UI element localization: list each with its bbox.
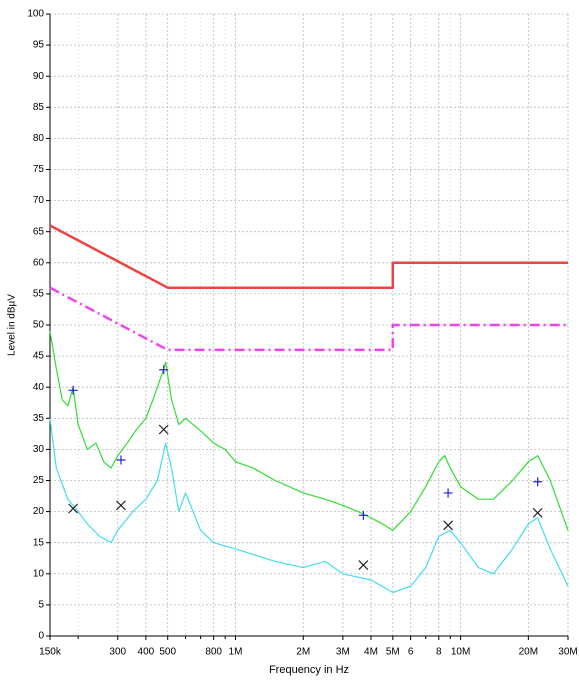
y-tick-label: 80 [33, 133, 45, 144]
y-tick-label: 65 [33, 226, 45, 237]
y-axis-title: Level in dBµV [7, 294, 18, 356]
x-tick-label: 2M [296, 647, 310, 658]
plus-marker [443, 488, 453, 498]
y-tick-label: 10 [33, 568, 45, 579]
cross-marker [532, 507, 543, 518]
y-tick-label: 60 [33, 257, 45, 268]
y-tick-label: 55 [33, 289, 45, 300]
y-tick-label: 15 [33, 537, 45, 548]
plus-marker [116, 455, 126, 465]
x-tick-label: 800 [205, 647, 222, 658]
cross-marker [158, 424, 169, 435]
y-tick-label: 75 [33, 164, 45, 175]
x-tick-label: 5M [386, 647, 400, 658]
x-tick-label: 300 [109, 647, 126, 658]
cross-marker [443, 520, 454, 531]
y-tick-label: 25 [33, 475, 45, 486]
y-tick-label: 20 [33, 506, 45, 517]
x-tick-label: 30M [558, 647, 577, 658]
cross-marker [116, 500, 126, 511]
y-tick-label: 100 [27, 9, 44, 20]
x-tick-label: 1M [229, 647, 243, 658]
plus-marker [358, 510, 368, 520]
x-tick-label: 3M [336, 647, 350, 658]
series-line [49, 331, 569, 531]
x-tick-label: 150k [39, 647, 62, 658]
x-tick-label: 10M [451, 647, 470, 658]
x-tick-label: 500 [159, 647, 176, 658]
y-tick-label: 95 [33, 40, 45, 51]
y-tick-label: 0 [38, 631, 44, 642]
x-tick-label: 6 [408, 647, 414, 658]
plus-marker [159, 365, 169, 375]
x-tick-label: 400 [138, 647, 155, 658]
cross-marker [68, 503, 79, 514]
y-tick-label: 35 [33, 413, 45, 424]
cross-marker [358, 560, 369, 571]
y-tick-label: 70 [33, 195, 45, 206]
x-tick-label: 20M [519, 647, 538, 658]
plus-marker [533, 477, 543, 487]
plot-area [50, 14, 568, 636]
x-tick-label: 4M [364, 647, 378, 658]
y-tick-label: 50 [33, 320, 45, 331]
x-tick-label: 8 [436, 647, 442, 658]
y-tick-label: 5 [38, 600, 44, 611]
y-tick-label: 45 [33, 351, 45, 362]
plus-marker [68, 385, 78, 395]
x-axis-title: Frequency in Hz [269, 664, 349, 676]
y-tick-label: 40 [33, 382, 45, 393]
series-line [49, 286, 568, 352]
y-tick-label: 85 [33, 102, 45, 113]
series-line [49, 224, 568, 289]
y-tick-label: 30 [33, 444, 45, 455]
series-line [49, 418, 569, 594]
y-tick-label: 90 [33, 71, 45, 82]
